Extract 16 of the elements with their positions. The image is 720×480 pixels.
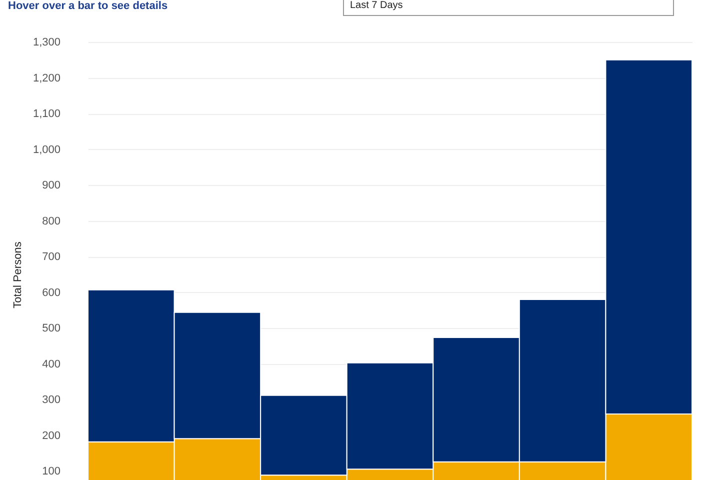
y-axis-title: Total Persons — [12, 241, 24, 308]
y-tick-label: 400 — [42, 358, 60, 370]
y-tick-label: 1,300 — [32, 36, 60, 48]
y-tick-label: 1,100 — [32, 108, 60, 120]
y-tick-label: 100 — [42, 466, 60, 478]
chart-title: Hover over a bar to see details — [8, 0, 168, 12]
dropdown-field: Last 7 Days — [343, 0, 674, 16]
y-tick-label: 900 — [42, 180, 60, 192]
y-tick-label: 800 — [42, 215, 60, 228]
y-tick-label: 500 — [42, 322, 60, 335]
y-tick-label: 200 — [42, 430, 60, 442]
y-tick-label: 1,200 — [32, 72, 60, 84]
y-tick-label: 700 — [42, 251, 60, 264]
y-tick-label: 300 — [42, 394, 60, 406]
y-tick-label: 600 — [42, 286, 60, 299]
y-tick-label: 1,000 — [32, 144, 60, 156]
